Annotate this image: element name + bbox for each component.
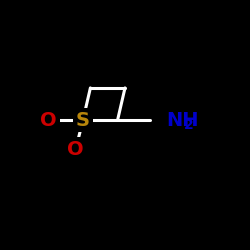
Text: 2: 2 [184, 118, 194, 132]
Text: O: O [67, 140, 84, 159]
Text: O: O [40, 110, 57, 130]
Text: S: S [76, 110, 90, 130]
Text: NH: NH [166, 110, 198, 130]
